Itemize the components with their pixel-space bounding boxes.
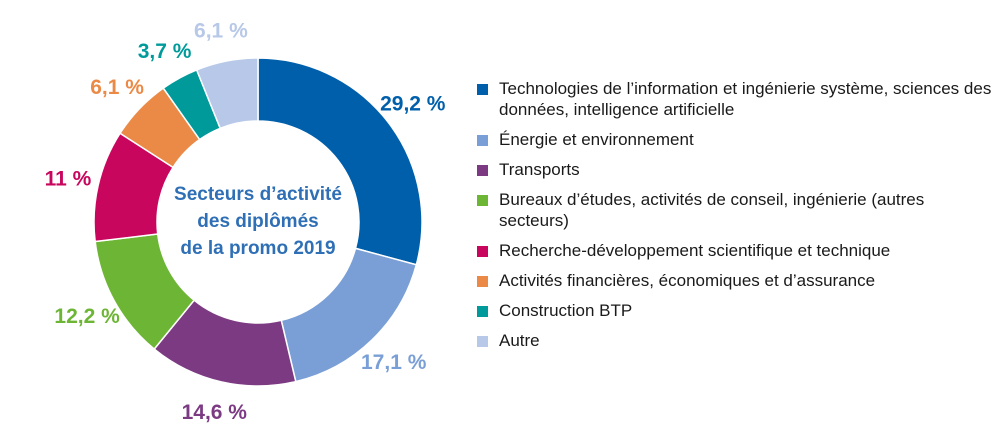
center-label-line-2: des diplômés — [197, 211, 318, 232]
legend-item-6: Activités financières, économiques et d’… — [477, 270, 997, 291]
legend-label-6: Activités financières, économiques et d’… — [499, 271, 876, 290]
legend-label-1: Technologies de l’information et ingénie… — [499, 79, 992, 119]
legend-item-8: Autre — [477, 330, 997, 351]
slice-label-7: 3,7 % — [138, 40, 192, 63]
legend-label-5: Recherche-développement scientifique et … — [499, 241, 891, 260]
legend-label-7: Construction BTP — [499, 301, 633, 320]
legend-label-8: Autre — [499, 331, 540, 350]
slice-label-4: 12,2 % — [54, 305, 120, 328]
chart-legend: Technologies de l’information et ingénie… — [477, 78, 997, 360]
legend-swatch-1 — [477, 84, 488, 95]
donut-chart: 29,2 %17,1 %14,6 %12,2 %11 %6,1 %3,7 %6,… — [45, 20, 446, 424]
slice-label-8: 6,1 % — [194, 20, 248, 43]
center-label-line-3: de la promo 2019 — [180, 238, 335, 259]
legend-swatch-6 — [477, 276, 488, 287]
legend-item-1: Technologies de l’information et ingénie… — [477, 78, 997, 120]
legend-label-4: Bureaux d’études, activités de conseil, … — [499, 190, 925, 230]
slice-label-3: 14,6 % — [182, 401, 248, 424]
legend-label-3: Transports — [499, 160, 580, 179]
slice-label-5: 11 % — [45, 167, 92, 190]
legend-item-7: Construction BTP — [477, 300, 997, 321]
legend-label-2: Énergie et environnement — [499, 130, 694, 149]
legend-swatch-3 — [477, 165, 488, 176]
slice-label-1: 29,2 % — [380, 93, 446, 116]
legend-swatch-4 — [477, 195, 488, 206]
legend-item-3: Transports — [477, 159, 997, 180]
legend-swatch-5 — [477, 246, 488, 257]
legend-item-2: Énergie et environnement — [477, 129, 997, 150]
legend-item-4: Bureaux d’études, activités de conseil, … — [477, 189, 997, 231]
legend-swatch-2 — [477, 135, 488, 146]
legend-swatch-8 — [477, 336, 488, 347]
center-label-line-1: Secteurs d’activité — [174, 184, 342, 205]
slice-label-6: 6,1 % — [90, 76, 144, 99]
legend-swatch-7 — [477, 306, 488, 317]
legend-item-5: Recherche-développement scientifique et … — [477, 240, 997, 261]
donut-slice-1 — [257, 57, 423, 266]
slice-label-2: 17,1 % — [361, 351, 427, 374]
donut-slice-8 — [195, 57, 259, 130]
